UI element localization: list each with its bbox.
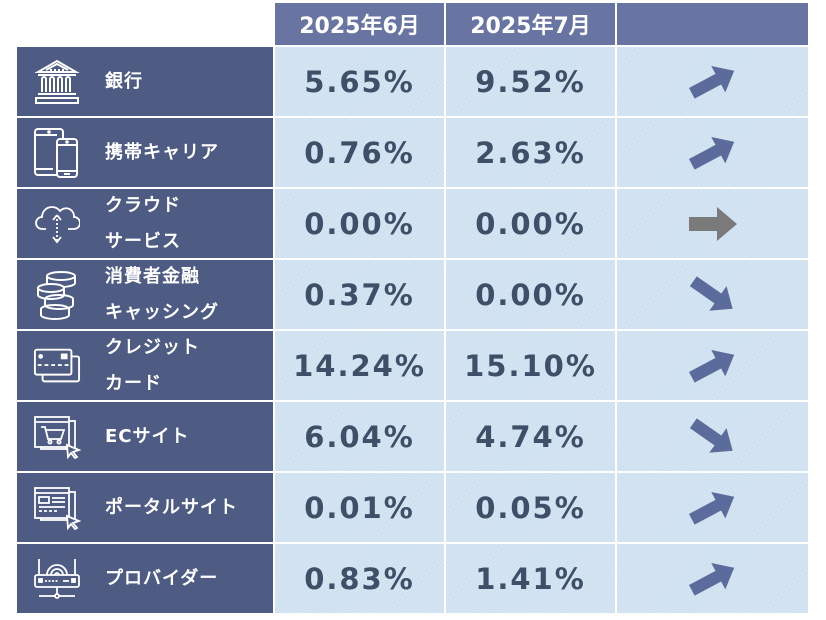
arrow-up-right-icon xyxy=(687,346,739,386)
value-jun: 6.04% xyxy=(275,402,444,471)
trend-cell xyxy=(617,402,808,471)
value-jun: 5.65% xyxy=(275,47,444,116)
row-label: 携帯キャリア xyxy=(17,118,273,187)
trend-cell xyxy=(617,473,808,542)
table-row: 携帯キャリア 0.76% 2.63% xyxy=(17,118,808,187)
arrow-down-right-icon xyxy=(687,273,739,317)
arrow-down-right-icon xyxy=(687,415,739,459)
bank-icon xyxy=(33,58,81,106)
arrow-up-right-icon xyxy=(687,62,739,102)
coins-stack-icon xyxy=(33,270,81,320)
arrow-up-right-icon xyxy=(687,488,739,528)
row-label: クレジット カード xyxy=(17,331,273,400)
row-label: ポータルサイト xyxy=(17,473,273,542)
row-label: プロバイダー xyxy=(17,544,273,613)
row-label-text: プロバイダー xyxy=(105,567,219,589)
value-jun: 14.24% xyxy=(275,331,444,400)
value-jul: 2.63% xyxy=(446,118,615,187)
value-jul: 9.52% xyxy=(446,47,615,116)
arrow-up-right-icon xyxy=(687,133,739,173)
value-jul: 4.74% xyxy=(446,402,615,471)
value-jun: 0.00% xyxy=(275,189,444,258)
row-label-text: 銀行 xyxy=(105,70,143,92)
table-row: ECサイト 6.04% 4.74% xyxy=(17,402,808,471)
value-jun: 0.76% xyxy=(275,118,444,187)
value-jun: 0.01% xyxy=(275,473,444,542)
arrow-up-right-icon xyxy=(687,559,739,599)
row-label: ECサイト xyxy=(17,402,273,471)
mobile-devices-icon xyxy=(33,127,81,178)
row-label-text: ECサイト xyxy=(105,425,190,447)
value-jun: 0.37% xyxy=(275,260,444,329)
router-icon xyxy=(33,555,81,603)
trend-cell xyxy=(617,260,808,329)
table-row: ポータルサイト 0.01% 0.05% xyxy=(17,473,808,542)
header-jul-2025: 2025年7月 xyxy=(446,3,615,45)
row-label-text: クレジット カード xyxy=(105,336,200,394)
value-jul: 1.41% xyxy=(446,544,615,613)
row-label: 銀行 xyxy=(17,47,273,116)
value-jul: 0.00% xyxy=(446,260,615,329)
trend-cell xyxy=(617,189,808,258)
portal-window-icon xyxy=(33,484,81,532)
cloud-transfer-icon xyxy=(33,200,81,248)
arrow-right-icon xyxy=(687,204,739,244)
trend-cell xyxy=(617,47,808,116)
table-row: クラウド サービス 0.00% 0.00% xyxy=(17,189,808,258)
header-jun-2025: 2025年6月 xyxy=(275,3,444,45)
row-label: クラウド サービス xyxy=(17,189,273,258)
trend-cell xyxy=(617,544,808,613)
value-jul: 15.10% xyxy=(446,331,615,400)
row-label-text: 消費者金融 キャッシング xyxy=(105,265,219,323)
credit-card-icon xyxy=(33,342,81,390)
row-label-text: 携帯キャリア xyxy=(105,141,219,163)
trend-cell xyxy=(617,118,808,187)
value-jul: 0.05% xyxy=(446,473,615,542)
header-trend xyxy=(617,3,808,45)
row-label-text: クラウド サービス xyxy=(105,194,181,252)
row-label-text: ポータルサイト xyxy=(105,496,238,518)
row-label: 消費者金融 キャッシング xyxy=(17,260,273,329)
trend-cell xyxy=(617,331,808,400)
table-row: クレジット カード 14.24% 15.10% xyxy=(17,331,808,400)
shopping-cart-window-icon xyxy=(33,413,81,461)
value-jul: 0.00% xyxy=(446,189,615,258)
value-jun: 0.83% xyxy=(275,544,444,613)
table-row: 消費者金融 キャッシング 0.37% 0.00% xyxy=(17,260,808,329)
table-row: 銀行 5.65% 9.52% xyxy=(17,47,808,116)
table-row: プロバイダー 0.83% 1.41% xyxy=(17,544,808,613)
